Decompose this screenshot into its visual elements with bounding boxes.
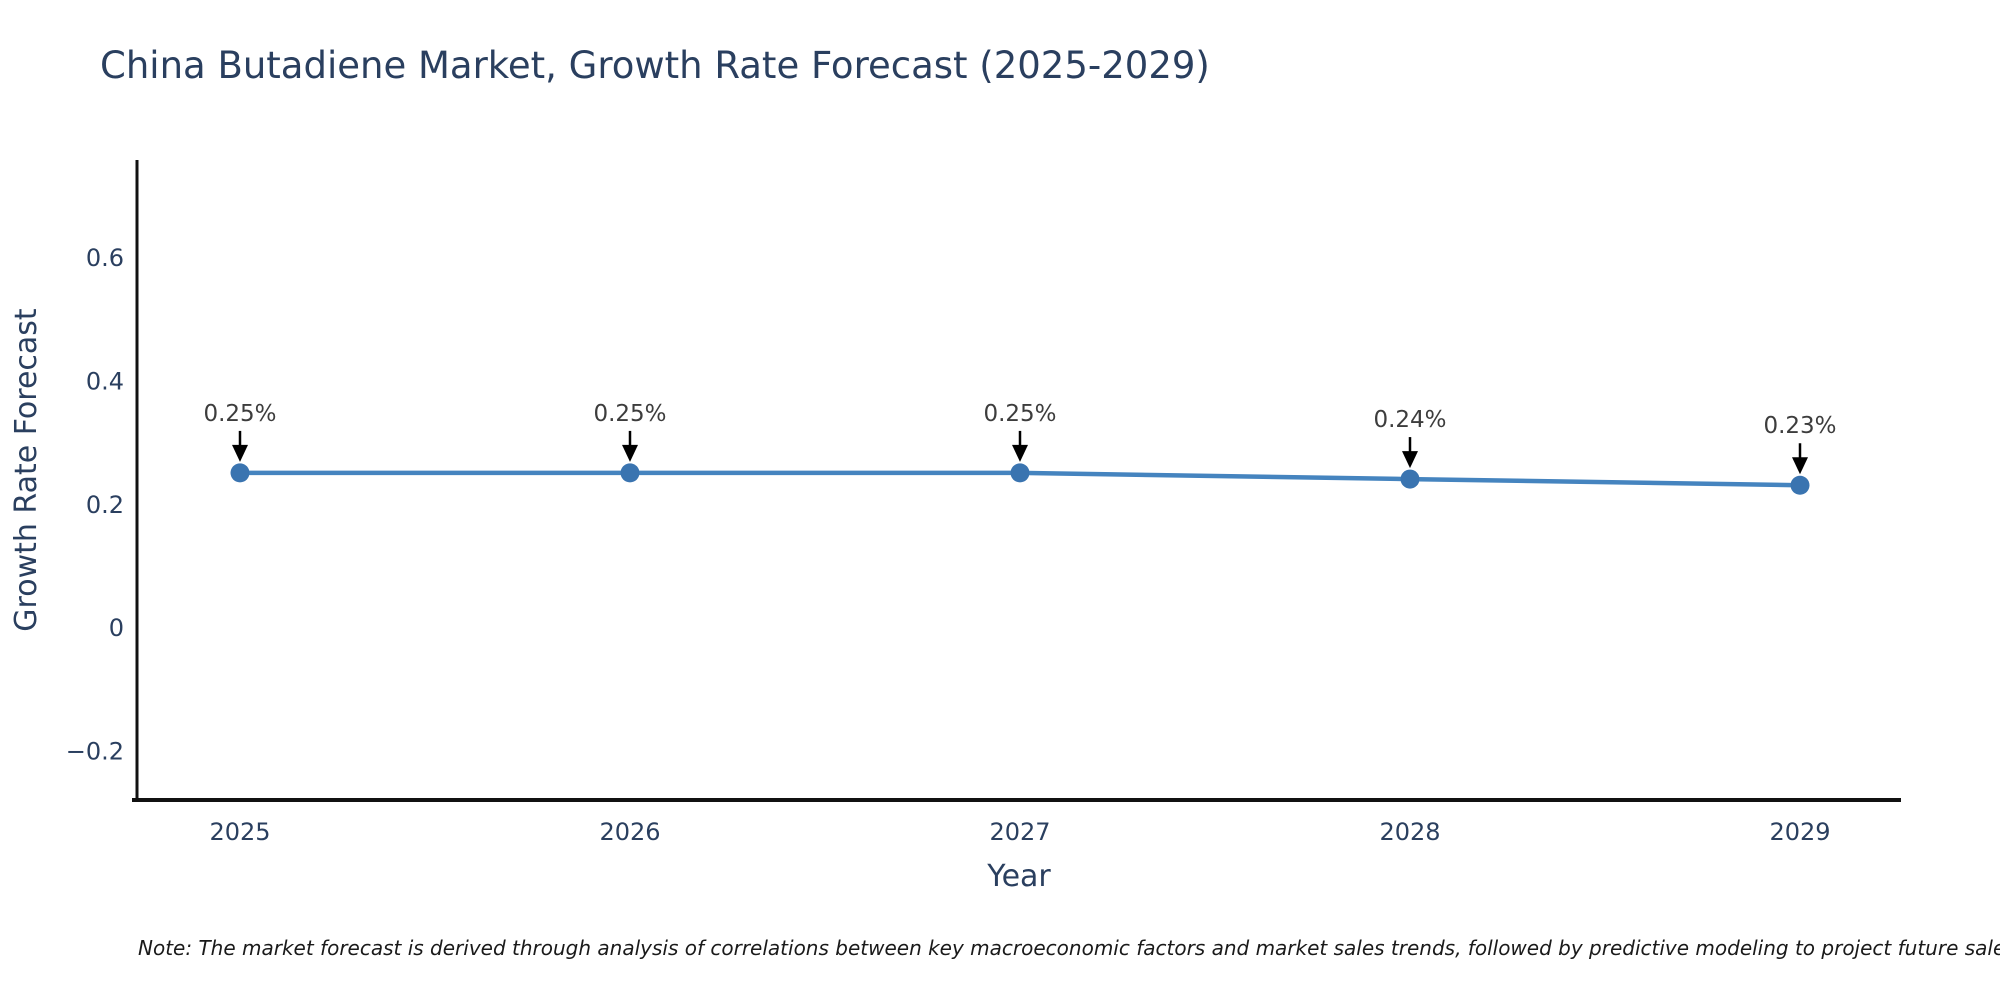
x-tick-label: 2027 [989, 818, 1050, 846]
point-annotation-label: 0.25% [593, 401, 666, 427]
data-point-marker [1400, 469, 1420, 489]
data-point-marker [620, 463, 640, 483]
annotation-arrowhead-icon [1402, 451, 1418, 469]
annotations-group: 0.25% 0.25% 0.25% 0.24% 0.23% [203, 401, 1837, 475]
series-group [230, 463, 1810, 495]
data-point-marker [230, 463, 250, 483]
x-tick-label: 2028 [1379, 818, 1440, 846]
data-point-marker [1010, 463, 1030, 483]
point-annotation-label: 0.24% [1373, 407, 1446, 433]
x-tick-label: 2026 [599, 818, 660, 846]
y-tick-label: 0.2 [86, 491, 124, 519]
x-axis-tick-labels: 2025 2026 2027 2028 2029 [209, 818, 1830, 846]
annotation-arrowhead-icon [232, 444, 248, 462]
point-annotation-label: 0.25% [983, 401, 1056, 427]
y-axis-tick-labels: 0.6 0.4 0.2 0 −0.2 [66, 244, 124, 766]
point-annotation-label: 0.23% [1763, 413, 1836, 439]
annotation-arrowhead-icon [1792, 457, 1808, 475]
y-tick-label: 0 [109, 614, 124, 642]
y-axis-title: Growth Rate Forecast [9, 308, 44, 632]
y-tick-label: 0.6 [86, 244, 124, 272]
data-point-marker [1790, 475, 1810, 495]
x-tick-label: 2025 [209, 818, 270, 846]
y-tick-label: −0.2 [66, 738, 124, 766]
x-axis-title: Year [986, 859, 1051, 894]
x-tick-label: 2029 [1769, 818, 1830, 846]
annotation-arrowhead-icon [1012, 444, 1028, 462]
footnote: Note: The market forecast is derived thr… [138, 936, 2000, 960]
chart-title: China Butadiene Market, Growth Rate Fore… [100, 44, 1210, 87]
annotation-arrowhead-icon [622, 444, 638, 462]
y-tick-label: 0.4 [86, 367, 124, 395]
point-annotation-label: 0.25% [203, 401, 276, 427]
